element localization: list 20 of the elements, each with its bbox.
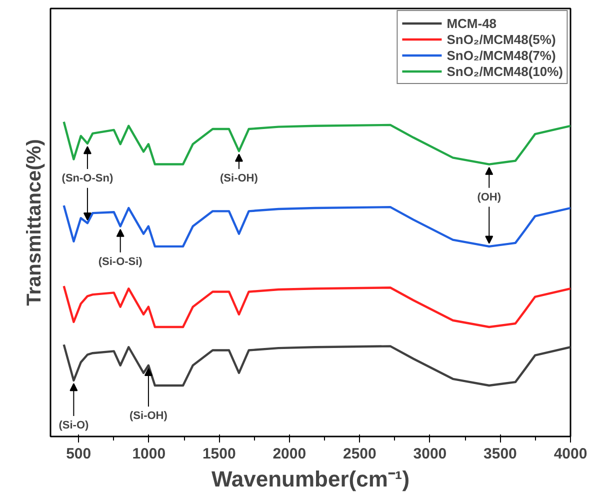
- legend-label: MCM-48: [446, 15, 497, 31]
- annotation: (Si-OH): [220, 172, 258, 184]
- annotation: (Sn-O-Sn): [62, 172, 114, 184]
- y-axis-title: Transmittance(%): [24, 139, 46, 306]
- annotation: (Si-OH): [130, 410, 168, 422]
- legend-label: SnO₂/MCM48(10%): [446, 63, 563, 79]
- legend-label: SnO₂/MCM48(5%): [446, 31, 556, 47]
- legend-label: SnO₂/MCM48(7%): [446, 47, 556, 63]
- annotation: (OH): [477, 191, 502, 204]
- x-axis-title: Wavenumber(cm⁻¹): [211, 466, 410, 492]
- x-tick-label: 3000: [413, 446, 447, 462]
- x-tick-label: 3500: [484, 446, 517, 462]
- x-tick-label: 500: [66, 446, 92, 462]
- x-tick-label: 2000: [272, 446, 306, 462]
- x-tick-label: 2500: [343, 446, 376, 462]
- annotation: (Si-O): [58, 419, 89, 432]
- x-tick-label: 4000: [554, 446, 588, 462]
- annotation: (Si-O-Si): [98, 256, 143, 268]
- x-tick-label: 1000: [132, 446, 166, 462]
- x-tick-label: 1500: [202, 446, 236, 462]
